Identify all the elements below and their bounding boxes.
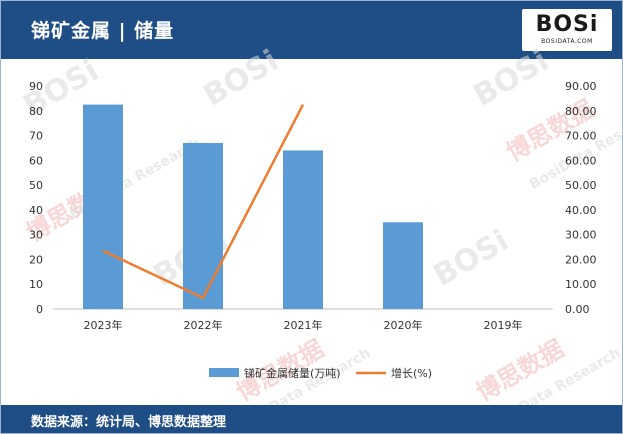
- bar: [183, 142, 223, 309]
- legend-bar-label: 锑矿金属储量(万吨): [244, 366, 341, 380]
- y-right-tick-label: 70.00: [565, 130, 597, 143]
- y-left-tick-label: 50: [29, 179, 43, 192]
- x-tick-label: 2022年: [184, 318, 223, 332]
- y-left-tick-label: 10: [29, 278, 43, 291]
- bar: [383, 222, 423, 309]
- legend-line-label: 增长(%): [391, 366, 432, 380]
- y-right-tick-label: 60.00: [565, 154, 597, 167]
- x-tick-label: 2020年: [384, 318, 423, 332]
- bar: [83, 104, 123, 309]
- chart-title: 锑矿金属 | 储量: [31, 20, 175, 42]
- y-right-tick-label: 80.00: [565, 105, 597, 118]
- y-left-tick-label: 20: [29, 253, 43, 266]
- logo-text: BOSi: [535, 12, 599, 37]
- header-bar: 锑矿金属 | 储量 BOSi BOSIDATA.COM: [1, 1, 622, 59]
- x-tick-label: 2023年: [84, 318, 123, 332]
- y-left-tick-label: 30: [29, 229, 43, 242]
- y-left-tick-label: 60: [29, 154, 43, 167]
- y-right-tick-label: 10.00: [565, 278, 597, 291]
- y-left-tick-label: 90: [29, 80, 43, 93]
- y-right-tick-label: 20.00: [565, 253, 597, 266]
- y-right-tick-label: 40.00: [565, 204, 597, 217]
- y-right-tick-label: 0.00: [565, 303, 590, 316]
- y-right-tick-label: 90.00: [565, 80, 597, 93]
- y-right-tick-label: 30.00: [565, 229, 597, 242]
- bosi-logo: BOSi BOSIDATA.COM: [522, 9, 612, 51]
- chart-plot: 0 10 20 30 40 50 60 70 80 90 0.00 10.00 20.00 30.00 40…: [29, 80, 597, 380]
- x-tick-label: 2021年: [284, 318, 323, 332]
- y-left-tick-label: 0: [36, 303, 43, 316]
- y-left-tick-label: 70: [29, 130, 43, 143]
- legend-bar-swatch: [209, 368, 239, 377]
- data-source: 数据来源：统计局、博思数据整理: [31, 415, 227, 430]
- y-left-tick-label: 80: [29, 105, 43, 118]
- y-left-tick-label: 40: [29, 204, 43, 217]
- footer-bar: 数据来源：统计局、博思数据整理: [1, 405, 622, 433]
- bar: [283, 150, 323, 309]
- x-tick-label: 2019年: [484, 318, 523, 332]
- logo-url: BOSIDATA.COM: [541, 38, 593, 45]
- y-right-tick-label: 50.00: [565, 179, 597, 192]
